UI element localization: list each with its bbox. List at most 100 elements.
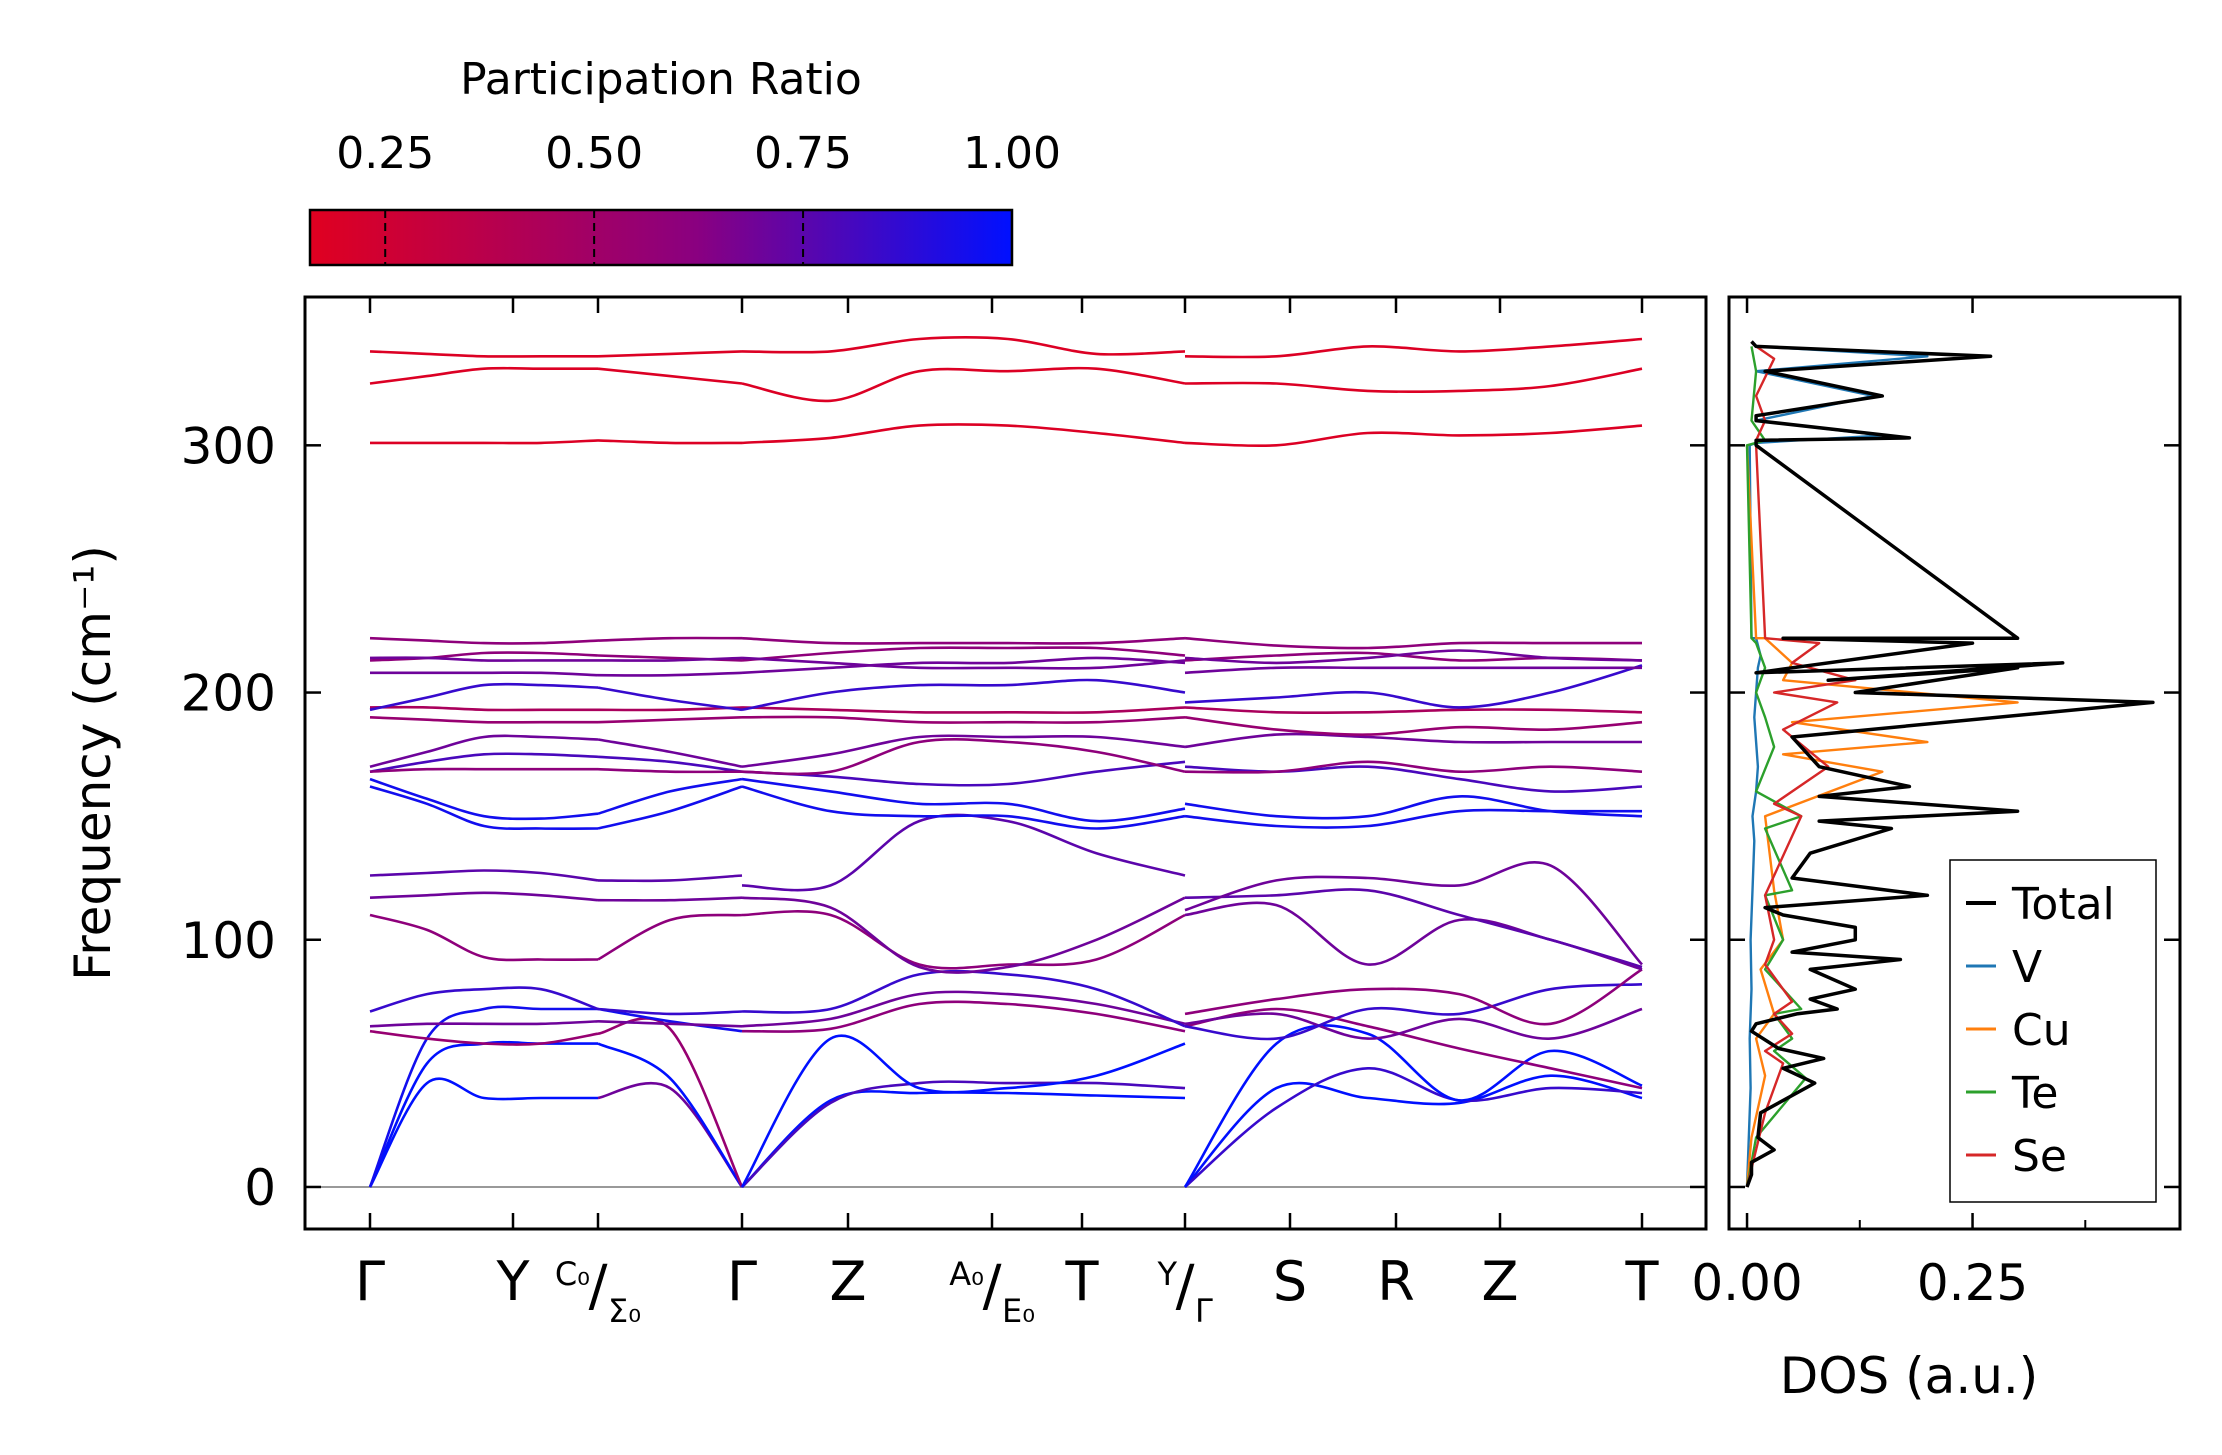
phonon-band	[597, 896, 743, 902]
phonon-band	[741, 646, 1186, 662]
colorbar-tick-label: 0.25	[336, 128, 434, 179]
k-point-label: Z	[830, 1250, 867, 1313]
phonon-band	[369, 986, 599, 1013]
phonon-band	[741, 1000, 1186, 1033]
phonon-band	[597, 767, 743, 774]
colorbar-title: Participation Ratio	[460, 54, 862, 105]
k-point-label: Y	[496, 1250, 531, 1313]
phonon-band	[597, 350, 743, 358]
k-point-label-sup: A₀	[949, 1255, 984, 1293]
phonon-band	[597, 1007, 743, 1033]
phonon-band	[1184, 424, 1643, 448]
k-point-label-sub: Γ	[1195, 1292, 1213, 1330]
phonon-band	[741, 715, 1186, 724]
phonon-band	[368, 1077, 598, 1188]
colorbar: Participation Ratio 0.25 0.50 0.75 1.00	[308, 54, 1061, 267]
phonon-band	[597, 874, 743, 883]
phonon-band	[1184, 901, 1643, 971]
k-point-label: Γ	[727, 1250, 757, 1313]
k-point-label-slash: /	[589, 1254, 608, 1319]
band-plot-frame	[303, 295, 1708, 1231]
phonon-band	[741, 656, 1186, 675]
phonon-band	[741, 785, 1186, 830]
k-point-label: Z	[1482, 1250, 1519, 1313]
phonon-band	[1183, 1024, 1643, 1188]
phonon-band	[741, 990, 1186, 1028]
dos-curve-total	[1745, 340, 2155, 1188]
colorbar-ticks: 0.25 0.50 0.75 1.00	[336, 128, 1061, 265]
k-point-label-slash: /	[1176, 1254, 1195, 1319]
phonon-band	[369, 777, 599, 821]
colorbar-gradient	[308, 208, 1014, 267]
phonon-band	[369, 350, 598, 358]
phonon-band	[741, 896, 1186, 974]
dos-x-axis-label: DOS (a.u.)	[1780, 1347, 2039, 1405]
phonon-band	[369, 636, 599, 645]
phonon-band	[1184, 1074, 1643, 1188]
phonon-band	[741, 777, 1186, 823]
phonon-band	[597, 636, 743, 642]
legend-box	[1949, 859, 2157, 1203]
colorbar-tick-label: 1.00	[963, 128, 1061, 179]
phonon-band	[741, 738, 1186, 776]
phonon-band	[1184, 888, 1643, 969]
phonon-band	[1184, 337, 1643, 359]
phonon-band	[370, 671, 599, 677]
dos-curve-v	[1745, 345, 1929, 1188]
phonon-band	[597, 738, 743, 768]
phonon-band	[1184, 983, 1643, 1041]
dos-plot-frame	[1727, 295, 2182, 1231]
y-tick-label: 200	[181, 665, 276, 723]
phonon-band	[741, 706, 1186, 714]
phonon-band	[1184, 367, 1643, 394]
k-point-label-slash: /	[983, 1254, 1002, 1319]
legend-label: Cu	[2012, 1005, 2071, 1056]
phonon-band	[597, 755, 743, 773]
legend-label: Se	[2012, 1131, 2067, 1182]
phonon-band	[597, 913, 743, 961]
phonon-band	[369, 752, 599, 773]
phonon-band	[741, 1080, 1186, 1188]
phonon-band	[597, 1042, 744, 1188]
phonon-band	[1184, 795, 1643, 820]
y-axis-label: Frequency (cm⁻¹)	[64, 545, 122, 981]
phonon-band	[1184, 1007, 1643, 1090]
phonon-band	[597, 785, 743, 830]
phonon-band	[597, 1017, 744, 1188]
k-point-label-sup: Y	[1156, 1255, 1177, 1293]
phonon-band	[369, 767, 598, 773]
phonon-band	[369, 891, 599, 902]
k-point-label-sup: C₀	[555, 1255, 590, 1293]
phonon-band	[369, 734, 599, 768]
phonon-band	[597, 656, 743, 662]
phonon-band	[741, 656, 1186, 670]
dos-legend: Total V Cu Te Se	[1949, 859, 2157, 1203]
phonon-band	[369, 366, 598, 385]
phonon-band	[1184, 636, 1642, 650]
phonon-band	[741, 734, 1186, 768]
phonon-band	[369, 913, 599, 962]
legend-label: Total	[2011, 879, 2115, 930]
phonon-band	[741, 366, 1186, 403]
phonon-band	[741, 336, 1186, 356]
k-point-label: R	[1377, 1250, 1415, 1313]
k-path-labels: Γ Y C₀/Σ₀ Γ Z A₀/E₀ T Y/Γ S R Z T	[355, 1250, 1660, 1330]
phonon-band	[597, 439, 743, 445]
phonon-band	[1184, 732, 1642, 749]
phonon-band	[741, 760, 1186, 787]
phonon-band	[1184, 1007, 1643, 1040]
dos-panel: 0.00 0.25 DOS (a.u.) Total V Cu Te Se	[1691, 295, 2182, 1405]
phonon-band	[597, 654, 743, 662]
phonon-band	[370, 439, 599, 445]
legend-label: Te	[2011, 1068, 2058, 1119]
phonon-band	[1184, 968, 1643, 1026]
dos-x-tick-label: 0.25	[1917, 1254, 2028, 1312]
y-tick-label: 300	[181, 417, 276, 475]
k-point-label: T	[1065, 1250, 1100, 1313]
phonon-band	[368, 1040, 598, 1188]
phonon-band	[1184, 765, 1643, 793]
dos-curve-te	[1745, 346, 1807, 1188]
phonon-band	[369, 656, 598, 662]
